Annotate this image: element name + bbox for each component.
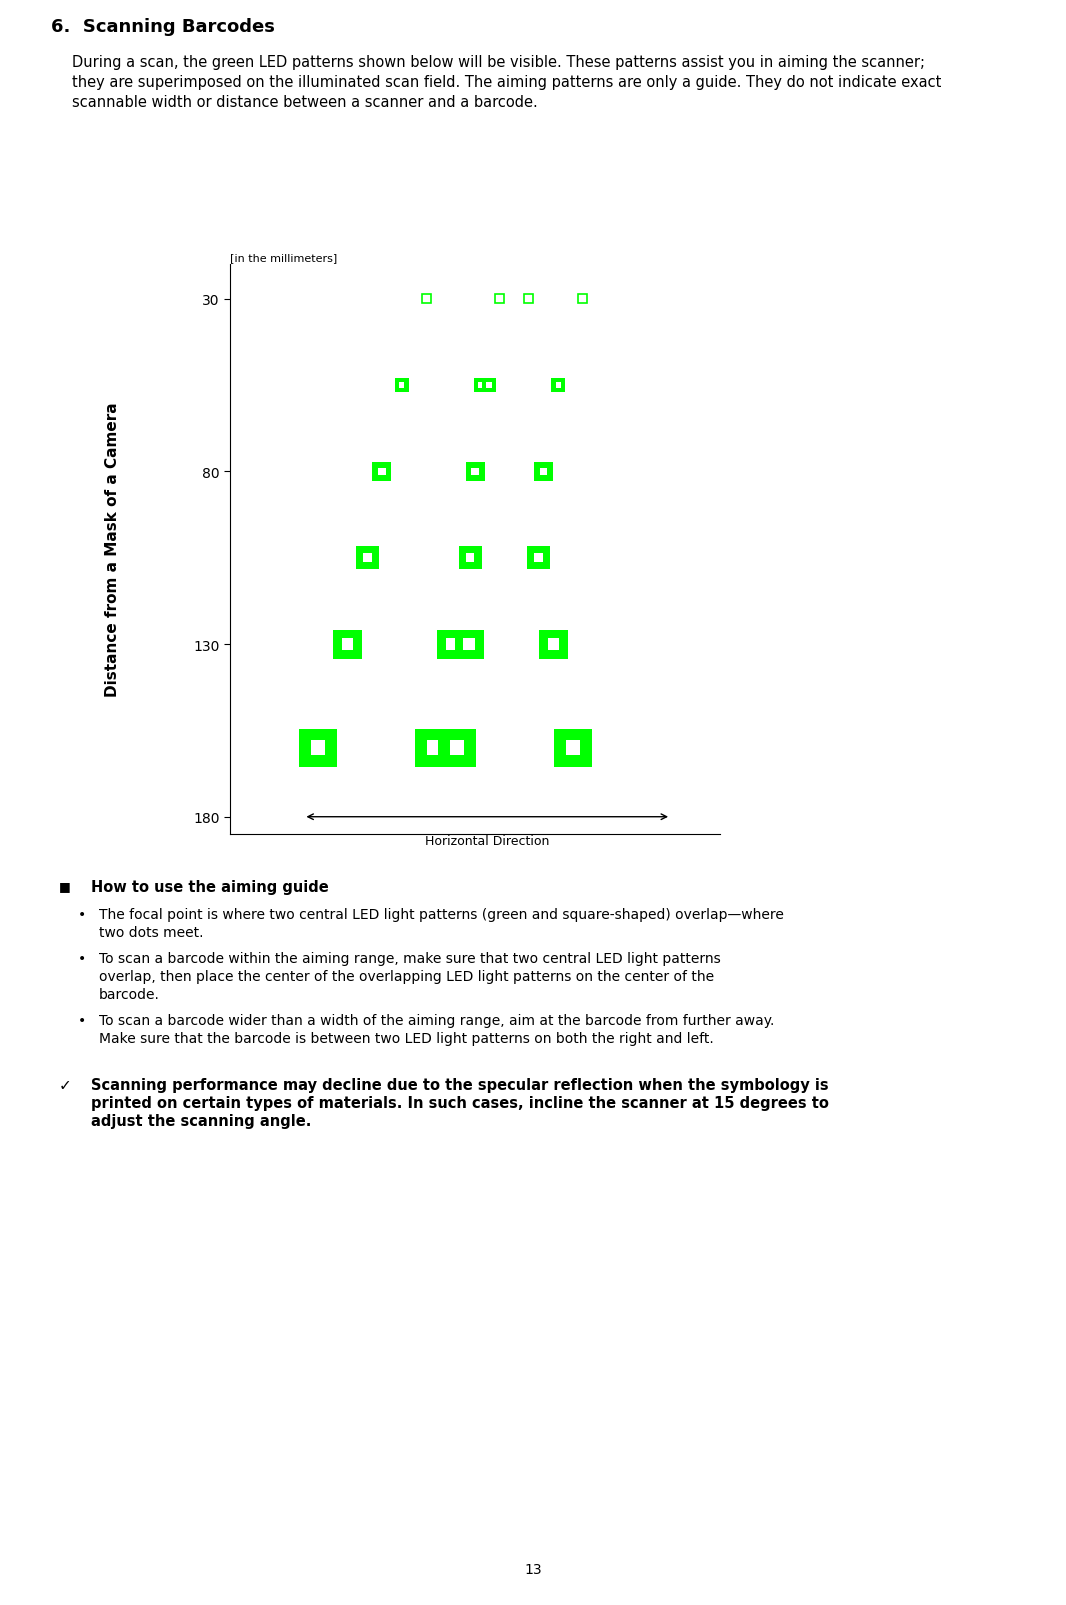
Bar <box>471 469 479 475</box>
Text: The focal point is where two central LED light patterns (green and square-shaped: The focal point is where two central LED… <box>99 907 784 921</box>
Bar <box>394 379 408 393</box>
Text: •: • <box>78 952 86 965</box>
Bar <box>578 295 587 303</box>
Bar <box>540 469 547 475</box>
Bar <box>446 639 457 650</box>
Bar <box>458 547 482 570</box>
Text: Horizontal Direction: Horizontal Direction <box>425 835 549 847</box>
Bar <box>356 547 378 570</box>
Bar <box>466 462 485 481</box>
Bar <box>342 639 353 650</box>
Bar <box>438 729 477 767</box>
Bar <box>539 631 568 660</box>
Text: [in the millimeters]: [in the millimeters] <box>230 254 337 263</box>
Bar <box>495 295 504 303</box>
Bar <box>378 469 386 475</box>
Bar <box>482 379 496 393</box>
Bar <box>478 384 483 388</box>
Text: To scan a barcode wider than a width of the aiming range, aim at the barcode fro: To scan a barcode wider than a width of … <box>99 1013 775 1027</box>
Text: ✓: ✓ <box>59 1077 71 1093</box>
Bar <box>450 742 464 756</box>
Bar <box>566 742 580 756</box>
Bar <box>473 379 487 393</box>
Text: •: • <box>78 1013 86 1027</box>
Bar <box>311 742 325 756</box>
Bar <box>534 462 553 481</box>
Bar <box>528 547 550 570</box>
Text: ■: ■ <box>59 880 70 892</box>
Bar <box>415 729 453 767</box>
Bar <box>534 554 543 563</box>
Bar <box>399 384 404 388</box>
Text: How to use the aiming guide: How to use the aiming guide <box>91 880 328 894</box>
Bar <box>551 379 565 393</box>
Bar <box>554 729 592 767</box>
Bar <box>427 742 441 756</box>
Bar <box>333 631 362 660</box>
Text: 13: 13 <box>524 1562 542 1576</box>
Text: two dots meet.: two dots meet. <box>99 926 204 939</box>
Bar <box>437 631 466 660</box>
Text: they are superimposed on the illuminated scan field. The aiming patterns are onl: they are superimposed on the illuminated… <box>72 75 942 90</box>
Text: Scanning performance may decline due to the specular reflection when the symbolo: Scanning performance may decline due to … <box>91 1077 828 1093</box>
Bar <box>524 295 533 303</box>
Text: barcode.: barcode. <box>99 987 160 1002</box>
Bar <box>421 295 431 303</box>
Bar <box>555 384 561 388</box>
Text: printed on certain types of materials. In such cases, incline the scanner at 15 : printed on certain types of materials. I… <box>91 1095 828 1111</box>
Text: overlap, then place the center of the overlapping LED light patterns on the cent: overlap, then place the center of the ov… <box>99 969 714 984</box>
Text: Make sure that the barcode is between two LED light patterns on both the right a: Make sure that the barcode is between tw… <box>99 1032 714 1045</box>
Bar <box>464 639 474 650</box>
Text: adjust the scanning angle.: adjust the scanning angle. <box>91 1114 311 1128</box>
Text: During a scan, the green LED patterns shown below will be visible. These pattern: During a scan, the green LED patterns sh… <box>72 55 925 71</box>
Bar <box>466 554 474 563</box>
Bar <box>300 729 337 767</box>
Bar <box>454 631 484 660</box>
Bar <box>548 639 559 650</box>
Bar <box>486 384 491 388</box>
Bar <box>372 462 391 481</box>
Text: •: • <box>78 907 86 921</box>
Text: scannable width or distance between a scanner and a barcode.: scannable width or distance between a sc… <box>72 95 538 109</box>
Text: To scan a barcode within the aiming range, make sure that two central LED light : To scan a barcode within the aiming rang… <box>99 952 721 965</box>
Bar <box>362 554 372 563</box>
Text: 6.  Scanning Barcodes: 6. Scanning Barcodes <box>51 18 275 35</box>
Text: Distance from a Mask of a Camera: Distance from a Mask of a Camera <box>106 403 120 697</box>
